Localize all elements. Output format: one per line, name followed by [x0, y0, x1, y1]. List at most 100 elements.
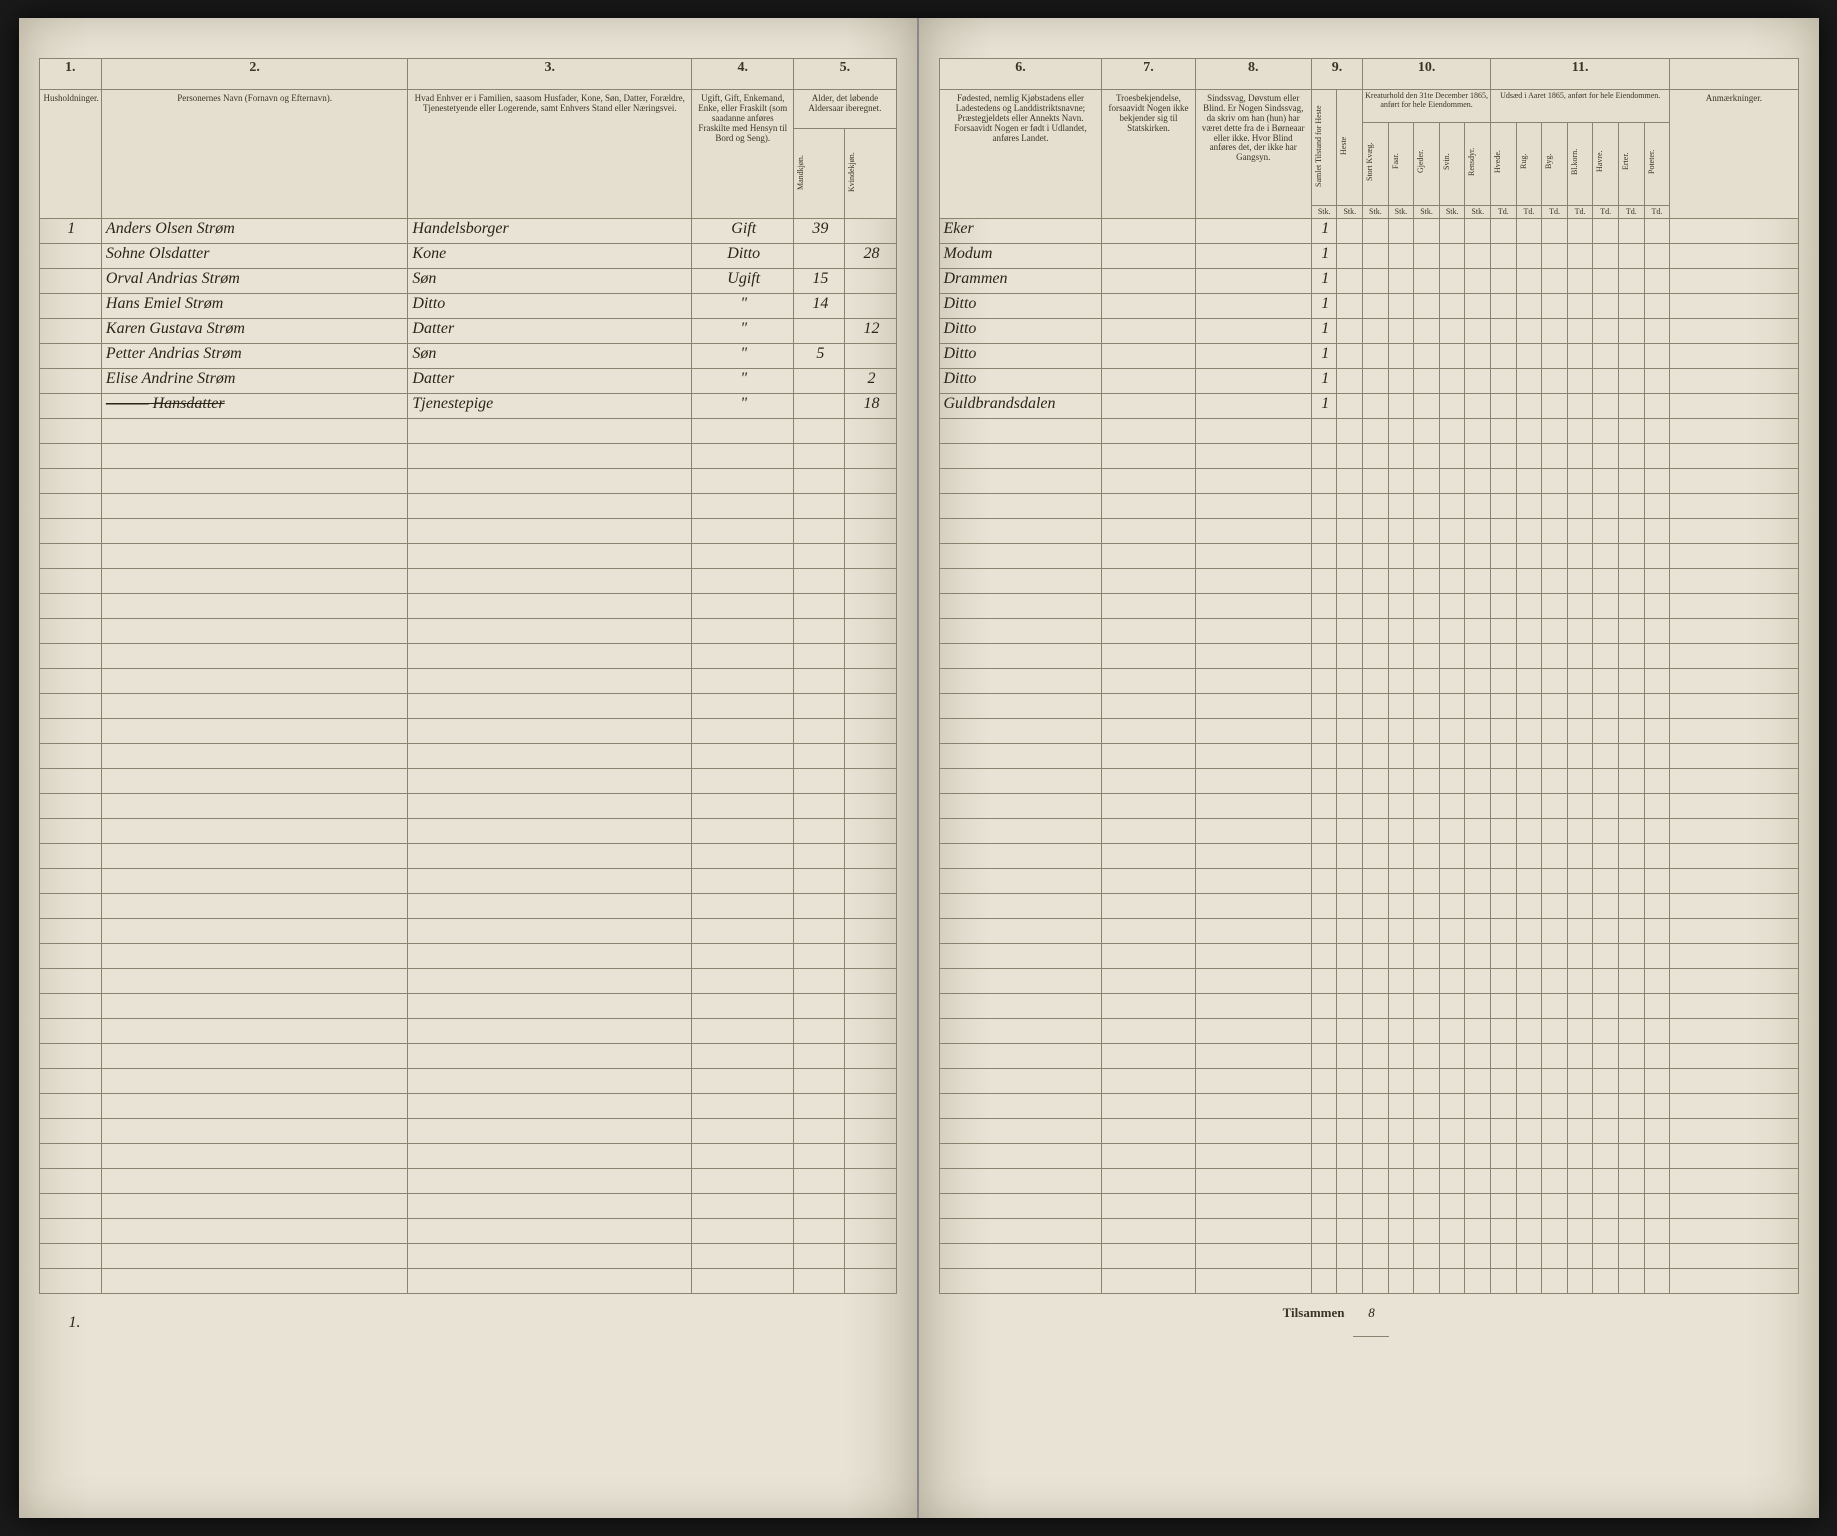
table-row [39, 819, 896, 844]
col11-sub-4: Havre. [1593, 123, 1619, 206]
col10-sub-2: Gjeder. [1414, 123, 1440, 206]
table-row: Elise Andrine StrømDatter"2 [39, 369, 896, 394]
c10-1 [1388, 369, 1414, 394]
unit-11-2: Td. [1542, 206, 1568, 219]
c10-1 [1388, 294, 1414, 319]
col9a-cell: 1 [1311, 269, 1337, 294]
hh-cell: 1 [39, 219, 101, 244]
table-row [39, 444, 896, 469]
name-cell: Elise Andrine Strøm [101, 369, 407, 394]
col-5b: Kvindekjøn. [845, 129, 896, 219]
table-row [939, 819, 1798, 844]
birthplace-cell: Ditto [939, 319, 1102, 344]
footer-total: 8 [1353, 1304, 1389, 1337]
c11-0 [1491, 294, 1517, 319]
c11-0 [1491, 219, 1517, 244]
c10-0 [1363, 344, 1389, 369]
col10-sub-0: Stort Kvæg. [1363, 123, 1389, 206]
table-row [39, 694, 896, 719]
table-row [39, 894, 896, 919]
c11-3 [1567, 344, 1593, 369]
name-cell: Karen Gustava Strøm [101, 319, 407, 344]
c11-4 [1593, 344, 1619, 369]
unit-10-1: Stk. [1388, 206, 1414, 219]
hh-cell [39, 269, 101, 294]
hh-cell [39, 369, 101, 394]
table-row [939, 619, 1798, 644]
table-row [39, 419, 896, 444]
table-row [939, 419, 1798, 444]
table-row [39, 1144, 896, 1169]
table-row [39, 869, 896, 894]
col-4-desc: Ugift, Gift, Enkemand, Enke, eller Frask… [692, 90, 794, 219]
table-row: Ditto1 [939, 369, 1798, 394]
c11-3 [1567, 219, 1593, 244]
c11-0 [1491, 269, 1517, 294]
col11-sub-3: Bl.korn. [1567, 123, 1593, 206]
c11-1 [1516, 319, 1542, 344]
age-f-cell: 18 [845, 394, 896, 419]
table-row [939, 944, 1798, 969]
c10-4 [1465, 344, 1491, 369]
table-row [939, 969, 1798, 994]
col-9a: Samlet Tilstand for Heste [1311, 90, 1337, 206]
name-cell: ——— Hansdatter [101, 394, 407, 419]
left-table: 1. 2. 3. 4. 5. Husholdninger. Personerne… [39, 58, 897, 1294]
col9a-cell: 1 [1311, 344, 1337, 369]
col8-cell [1195, 369, 1311, 394]
table-row: Modum1 [939, 244, 1798, 269]
c11-0 [1491, 394, 1517, 419]
table-row: Drammen1 [939, 269, 1798, 294]
c11-5 [1619, 369, 1645, 394]
age-f-cell: 12 [845, 319, 896, 344]
role-cell: Søn [408, 344, 692, 369]
col-5-desc: Alder, det løbende Aldersaar iberegnet. [794, 90, 896, 129]
table-row: Sohne OlsdatterKoneDitto28 [39, 244, 896, 269]
c11-2 [1542, 394, 1568, 419]
c11-3 [1567, 319, 1593, 344]
right-page: 6. 7. 8. 9. 10. 11. Fødested, nemlig Kjø… [919, 18, 1819, 1518]
status-cell: " [692, 394, 794, 419]
table-row [39, 1044, 896, 1069]
name-cell: Anders Olsen Strøm [101, 219, 407, 244]
c11-4 [1593, 319, 1619, 344]
c10-3 [1439, 394, 1465, 419]
col-9-num: 9. [1311, 59, 1362, 90]
col9b-cell [1337, 244, 1363, 269]
col-6-num: 6. [939, 59, 1102, 90]
c10-4 [1465, 394, 1491, 419]
c11-5 [1619, 294, 1645, 319]
role-cell: Ditto [408, 294, 692, 319]
col9b-cell [1337, 269, 1363, 294]
table-row [939, 744, 1798, 769]
col-7-desc: Troesbekjendelse, forsaavidt Nogen ikke … [1102, 90, 1195, 219]
col-1-num: 1. [39, 59, 101, 90]
birthplace-cell: Ditto [939, 344, 1102, 369]
c11-5 [1619, 269, 1645, 294]
table-row [39, 1094, 896, 1119]
table-row: Ditto1 [939, 319, 1798, 344]
table-row [39, 469, 896, 494]
c10-2 [1414, 344, 1440, 369]
col8-cell [1195, 319, 1311, 344]
c10-1 [1388, 219, 1414, 244]
col8-cell [1195, 269, 1311, 294]
col9a-cell: 1 [1311, 244, 1337, 269]
c11-2 [1542, 269, 1568, 294]
name-cell: Orval Andrias Strøm [101, 269, 407, 294]
c10-2 [1414, 369, 1440, 394]
col11-sub-0: Hvede. [1491, 123, 1517, 206]
c11-5 [1619, 244, 1645, 269]
table-row [39, 544, 896, 569]
c10-3 [1439, 344, 1465, 369]
c11-3 [1567, 294, 1593, 319]
table-row [939, 869, 1798, 894]
c11-1 [1516, 369, 1542, 394]
col-1-desc: Husholdninger. [39, 90, 101, 219]
faith-cell [1102, 369, 1195, 394]
col8-cell [1195, 294, 1311, 319]
c10-2 [1414, 244, 1440, 269]
age-f-cell [845, 344, 896, 369]
col-10-num: 10. [1363, 59, 1491, 90]
anm-cell [1670, 244, 1798, 269]
